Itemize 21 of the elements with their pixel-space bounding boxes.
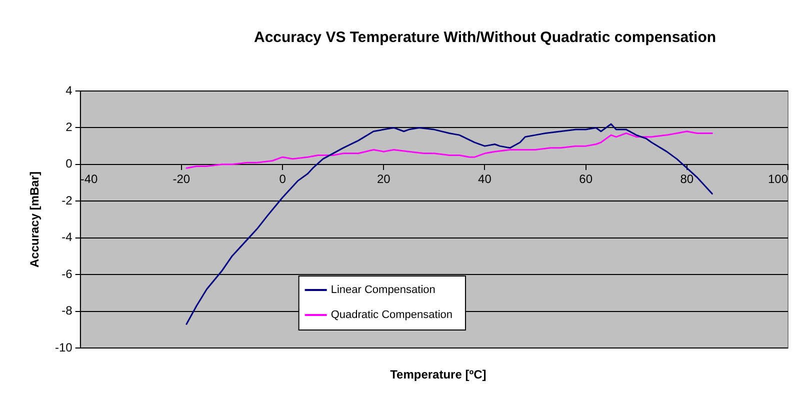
x-tick-label: 60 (579, 172, 593, 186)
legend-label: Linear Compensation (330, 284, 436, 296)
y-tick-label: -4 (62, 230, 73, 244)
y-tick-label: -2 (62, 193, 73, 208)
x-tick-label: 100 (768, 172, 788, 186)
y-tick-label: 4 (66, 83, 73, 98)
x-tick-label: 0 (279, 172, 286, 186)
y-tick-label: -10 (55, 340, 73, 354)
x-tick-label: 80 (680, 172, 694, 186)
x-tick-label: -40 (80, 172, 98, 186)
x-tick-label: -20 (172, 172, 190, 186)
y-tick-label: -6 (62, 266, 73, 281)
y-tick-label: 2 (66, 120, 73, 134)
y-tick-label: -8 (62, 304, 73, 318)
x-axis-title: Temperature [ºC] (390, 367, 486, 382)
y-axis-title: Accuracy [mBar] (27, 171, 42, 268)
legend-label: Quadratic Compensation (330, 309, 453, 322)
y-tick-label: 0 (66, 156, 73, 171)
x-tick-label: 40 (478, 172, 492, 186)
chart-title: Accuracy VS Temperature With/Without Quadratic compensation (254, 29, 716, 46)
x-tick-label: 20 (376, 172, 391, 186)
